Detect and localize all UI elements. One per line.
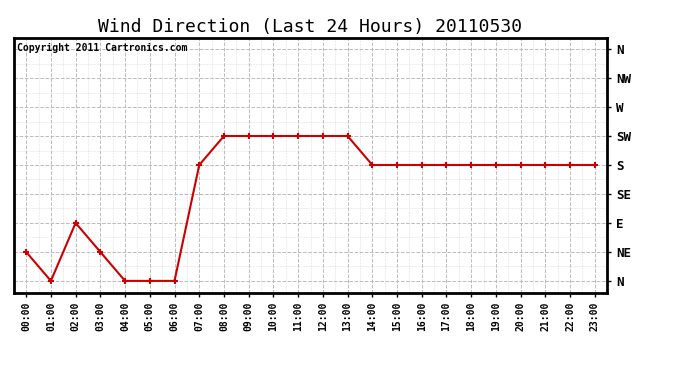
Title: Wind Direction (Last 24 Hours) 20110530: Wind Direction (Last 24 Hours) 20110530 bbox=[99, 18, 522, 36]
Text: Copyright 2011 Cartronics.com: Copyright 2011 Cartronics.com bbox=[17, 43, 187, 52]
